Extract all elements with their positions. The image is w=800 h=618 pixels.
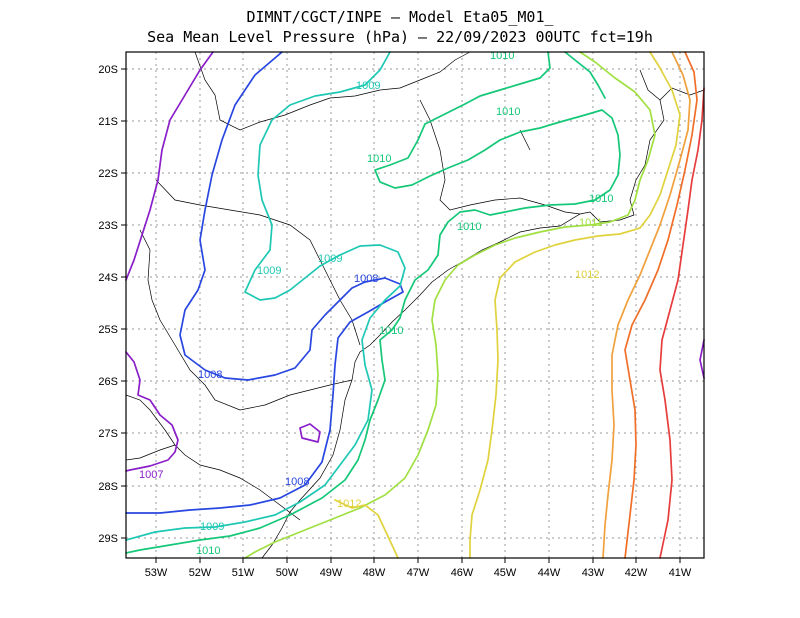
isobar-1014 (624, 51, 698, 559)
isobar-1012-south (334, 499, 399, 559)
gridlines (126, 52, 704, 558)
lat-label: 28S (98, 481, 118, 493)
tick-marks (121, 68, 681, 563)
isobar-1013 (602, 51, 691, 559)
contour-label: 1009 (356, 80, 380, 92)
contour-label: 1008 (285, 476, 309, 488)
lon-label: 51W (232, 567, 255, 579)
lat-label: 29S (98, 533, 118, 545)
isobar-1010-north (125, 51, 621, 554)
lat-label: 21S (98, 116, 118, 128)
isobar-1007-west (125, 51, 214, 281)
isobar-1007-east (699, 339, 705, 379)
lat-label: 27S (98, 428, 118, 440)
isobar-1010-inner (564, 51, 606, 99)
lon-label: 44W (538, 567, 561, 579)
contour-label: 1010 (589, 193, 613, 205)
lon-label: 53W (145, 567, 168, 579)
lat-label: 24S (98, 272, 118, 284)
lon-label: 50W (276, 567, 299, 579)
contour-label: 1010 (367, 153, 391, 165)
isobar-1007-closed (299, 423, 321, 443)
contour-label: 1009 (200, 521, 224, 533)
lon-label: 42W (625, 567, 648, 579)
contour-label: 1009 (318, 253, 342, 265)
isobar-1011 (244, 51, 656, 559)
isobar-1015 (659, 87, 705, 559)
lat-label: 23S (98, 220, 118, 232)
lat-label: 26S (98, 376, 118, 388)
map-frame (125, 51, 705, 559)
contour-label: 1007 (139, 469, 163, 481)
isobar-1012 (469, 51, 681, 559)
title-line-2: Sea Mean Level Pressure (hPa) — 22/09/20… (147, 28, 653, 46)
contour-label: 1008 (198, 369, 222, 381)
contour-label: 1010 (379, 325, 403, 337)
latitude-labels: 20S 21S 22S 23S 24S 25S 26S 27S 28S 29S (98, 64, 118, 545)
coastline-and-borders (125, 51, 705, 559)
contour-label: 1009 (257, 265, 281, 277)
isobar-1007-south (125, 351, 179, 472)
isobar-1009-loop (125, 51, 406, 541)
title-line-1: DIMNT/CGCT/INPE — Model Eta05_M01_ (246, 8, 554, 26)
lon-label: 49W (320, 567, 343, 579)
contour-label: 1011 (579, 217, 603, 229)
lon-label: 41W (669, 567, 692, 579)
contour-label: 1010 (457, 221, 481, 233)
contour-label: 1012 (337, 498, 361, 510)
lat-label: 20S (98, 64, 118, 76)
longitude-labels: 53W 52W 51W 50W 49W 48W 47W 46W 45W 44W … (145, 567, 692, 579)
lon-label: 43W (582, 567, 605, 579)
lon-label: 47W (407, 567, 430, 579)
contour-label: 1008 (354, 273, 378, 285)
isobar-1008-loop (125, 51, 404, 514)
lon-label: 46W (451, 567, 474, 579)
lat-label: 22S (98, 168, 118, 180)
isobars (125, 51, 705, 559)
contour-label: 1012 (575, 269, 599, 281)
lon-label: 45W (494, 567, 517, 579)
contour-label: 1010 (490, 50, 514, 62)
contour-labels: 1007 1008 1008 1008 1009 1009 1009 1009 … (139, 50, 613, 557)
lon-label: 48W (363, 567, 386, 579)
lon-label: 52W (189, 567, 212, 579)
lat-label: 25S (98, 324, 118, 336)
contour-label: 1010 (496, 106, 520, 118)
contour-label: 1010 (196, 545, 220, 557)
